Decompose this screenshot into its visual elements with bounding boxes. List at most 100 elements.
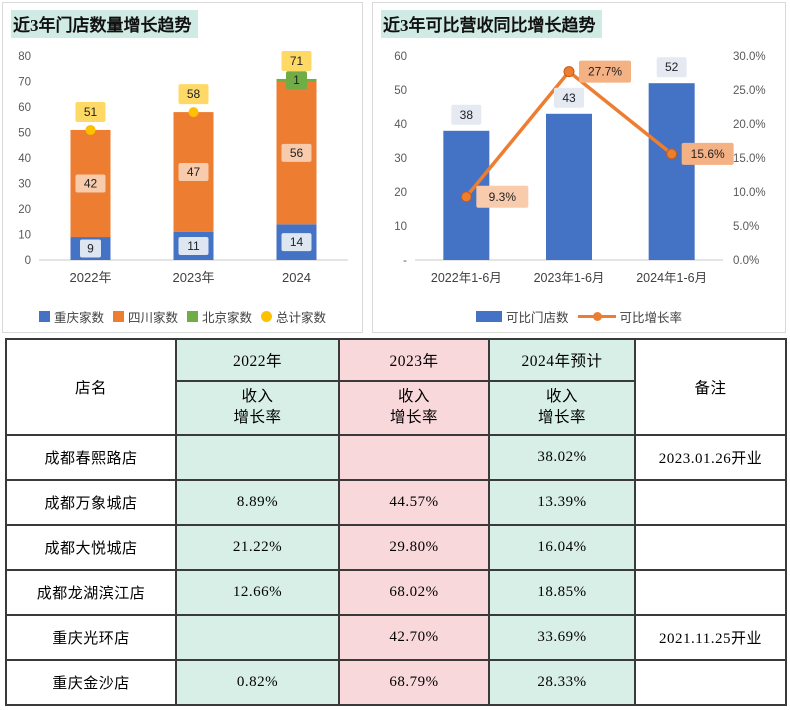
total-marker [188, 107, 199, 118]
x-axis-label: 2024年1-6月 [636, 271, 707, 285]
legend-item: 可比门店数 [475, 307, 569, 326]
rate-2023-cell: 44.57% [338, 479, 490, 526]
left-axis-tick: 20 [394, 187, 407, 199]
store-name-cell: 成都龙湖滨江店 [5, 569, 177, 616]
total-label-box [281, 50, 312, 71]
y-axis-tick: 50 [18, 128, 31, 140]
table-header-row-metric: 收入 增长率 收入 增长率 收入 增长率 [6, 380, 786, 436]
segment-label: 42 [84, 177, 98, 191]
legend-item: 总计家数 [261, 307, 326, 326]
total-label: 71 [290, 54, 304, 68]
line-label: 9.3% [489, 190, 517, 204]
y-axis-tick: 10 [18, 230, 31, 242]
note-cell: 2023.01.26开业 [634, 434, 787, 481]
store-name-cell: 成都春熙路店 [5, 434, 177, 481]
rate-2023-cell: 68.79% [338, 659, 490, 706]
bar-label: 38 [460, 108, 474, 122]
segment-label: 47 [187, 165, 201, 179]
bar-label-box [554, 87, 584, 108]
rate-2022-cell: 21.22% [175, 524, 340, 571]
right-axis-tick: 5.0% [733, 221, 759, 233]
y-axis-tick: 70 [18, 77, 31, 89]
total-label-box [178, 84, 209, 105]
rate-2023-cell [338, 434, 490, 481]
line-marker [666, 148, 678, 160]
x-axis-label: 2022年1-6月 [431, 271, 502, 285]
y-axis-tick: 0 [25, 255, 31, 267]
table-row: 成都万象城店 8.89% 44.57% 13.39% [5, 479, 787, 526]
table-row: 成都龙湖滨江店 12.66% 68.02% 18.85% [5, 569, 787, 616]
legend-label: 四川家数 [127, 310, 178, 325]
rate-2024-cell: 18.85% [488, 569, 636, 616]
segment-label: 11 [187, 239, 200, 253]
legend-label: 可比门店数 [505, 310, 569, 325]
legend-label: 北京家数 [202, 310, 253, 325]
subheader-2023: 收入 增长率 [338, 380, 490, 436]
y-axis-tick: 30 [18, 179, 31, 191]
rate-2023-cell: 42.70% [338, 614, 490, 661]
segment-label-box [75, 174, 106, 193]
line-label-box [681, 142, 734, 165]
store-revenue-table: 店名 2022年 2023年 2024年预计 备注 收入 增长率 收入 增长率 收入… [5, 338, 787, 706]
rate-2022-cell [175, 434, 340, 481]
right-axis-tick: 20.0% [733, 119, 766, 131]
line-label-box [476, 185, 529, 208]
left-axis-tick: 60 [394, 51, 407, 63]
rate-2024-cell: 28.33% [488, 659, 636, 706]
segment-label-box [281, 233, 312, 252]
line-label: 27.7% [588, 65, 622, 79]
revenue-growth-chart-canvas: - 10 20 30 40 50 60 0.0% 5.0% 10.0% 15.0% 20.0% 25.0… [394, 51, 766, 285]
line-marker [460, 191, 472, 203]
x-axis-label: 2024 [282, 270, 311, 285]
x-axis-label: 2022年 [70, 270, 112, 285]
left-axis-tick: 50 [394, 85, 407, 97]
store-name-cell: 成都万象城店 [5, 479, 177, 526]
table-header: 店名 2022年 2023年 2024年预计 备注 收入 增长率 收入 增长率 收入… [5, 338, 787, 436]
header-2022: 2022年 [175, 338, 340, 382]
y-axis-tick: 20 [18, 204, 31, 216]
header-2023: 2023年 [338, 338, 490, 382]
y-axis-tick: 60 [18, 102, 31, 114]
note-cell [634, 524, 787, 571]
store-count-chart-panel: 近3年门店数量增长趋势 0 10 20 30 40 50 60 70 80 9 42 51 2022年 1… [2, 2, 363, 333]
note-cell [634, 659, 787, 706]
header-note: 备注 [634, 338, 787, 436]
legend-item: 可比增长率 [577, 307, 682, 326]
revenue-growth-chart-title: 近3年可比营收同比增长趋势 [381, 10, 602, 38]
y-axis-tick: 40 [18, 153, 31, 165]
table-header-row-years: 店名 2022年 2023年 2024年预计 备注 [5, 338, 787, 436]
legend-line-dot [592, 311, 602, 321]
revenue-growth-chart-legend: 可比门店数 可比增长率 [373, 304, 785, 328]
legend-circle-swatch [261, 310, 273, 322]
rate-2022-cell: 8.89% [175, 479, 340, 526]
store-name-cell: 成都大悦城店 [5, 524, 177, 571]
bar-label-box [451, 104, 482, 125]
legend-square-swatch [112, 310, 124, 322]
bar-label: 52 [665, 60, 679, 74]
bar [546, 113, 592, 260]
store-name-cell: 重庆光环店 [5, 614, 177, 661]
segment-label: 9 [87, 242, 94, 256]
store-count-chart-canvas: 0 10 20 30 40 50 60 70 80 9 42 51 2022年 11 47 58 2023年 14… [18, 50, 348, 285]
segment-label: 56 [290, 146, 304, 160]
left-axis-tick: 40 [394, 119, 407, 131]
x-axis-label: 2023年 [173, 270, 215, 285]
segment-label: 1 [293, 73, 300, 87]
line-label: 15.6% [691, 147, 725, 161]
header-store-name: 店名 [5, 338, 177, 436]
total-label: 51 [84, 105, 98, 119]
store-count-chart-legend: 重庆家数 四川家数 北京家数 总计家数 [3, 304, 362, 328]
left-axis-tick: - [403, 255, 407, 267]
total-label-box [75, 101, 106, 122]
rate-2024-cell: 33.69% [488, 614, 636, 661]
y-axis-tick: 80 [18, 51, 31, 63]
rate-2024-cell: 16.04% [488, 524, 636, 571]
line-label-box [579, 60, 631, 83]
rate-2023-cell: 68.02% [338, 569, 490, 616]
right-axis-tick: 0.0% [733, 255, 759, 267]
segment-label-box [286, 71, 307, 90]
header-2024: 2024年预计 [488, 338, 636, 382]
rate-2024-cell: 13.39% [488, 479, 636, 526]
right-axis-tick: 10.0% [733, 187, 766, 199]
